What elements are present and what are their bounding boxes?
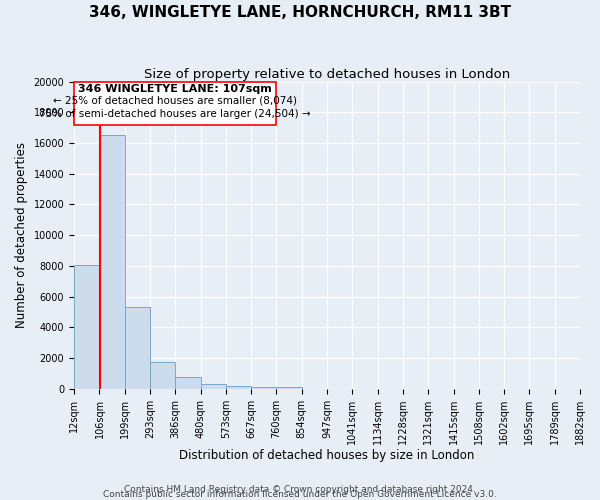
Bar	[150, 362, 175, 388]
Text: 346 WINGLETYE LANE: 107sqm: 346 WINGLETYE LANE: 107sqm	[79, 84, 272, 94]
Bar	[100, 136, 125, 388]
Bar	[125, 308, 150, 388]
Title: Size of property relative to detached houses in London: Size of property relative to detached ho…	[144, 68, 510, 80]
Text: ← 25% of detached houses are smaller (8,074): ← 25% of detached houses are smaller (8,…	[53, 96, 297, 106]
Text: 75% of semi-detached houses are larger (24,504) →: 75% of semi-detached houses are larger (…	[40, 109, 311, 119]
Bar	[226, 386, 251, 388]
Y-axis label: Number of detached properties: Number of detached properties	[15, 142, 28, 328]
Text: Contains HM Land Registry data © Crown copyright and database right 2024.: Contains HM Land Registry data © Crown c…	[124, 485, 476, 494]
Bar	[74, 265, 100, 388]
FancyBboxPatch shape	[74, 82, 277, 124]
Bar	[175, 377, 200, 388]
Bar	[200, 384, 226, 388]
Text: 346, WINGLETYE LANE, HORNCHURCH, RM11 3BT: 346, WINGLETYE LANE, HORNCHURCH, RM11 3B…	[89, 5, 511, 20]
Text: Contains public sector information licensed under the Open Government Licence v3: Contains public sector information licen…	[103, 490, 497, 499]
X-axis label: Distribution of detached houses by size in London: Distribution of detached houses by size …	[179, 450, 475, 462]
Bar	[251, 387, 277, 388]
